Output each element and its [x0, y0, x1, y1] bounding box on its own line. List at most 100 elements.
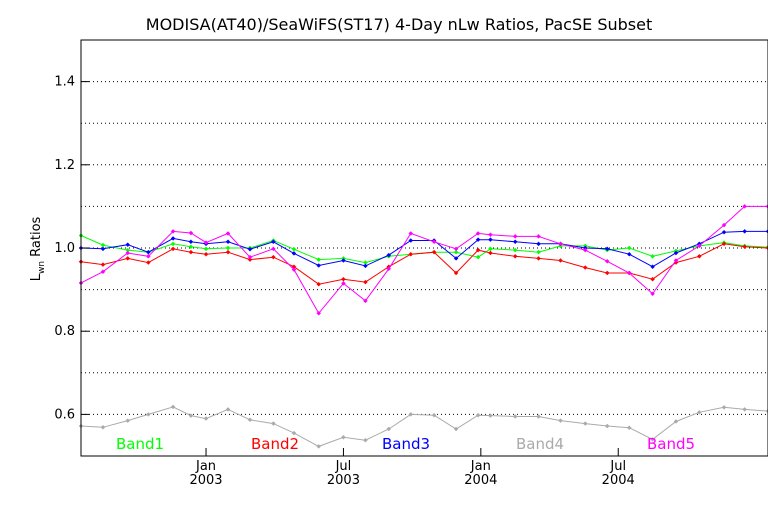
x-tick-label-month: Jul: [609, 459, 626, 474]
data-point: [673, 250, 679, 256]
data-point: [316, 257, 322, 263]
data-point: [225, 407, 231, 412]
data-point: [386, 266, 392, 272]
data-point: [188, 249, 194, 255]
data-point: [431, 239, 437, 245]
data-point: [247, 257, 253, 263]
data-point: [203, 240, 209, 245]
data-point: [363, 279, 368, 285]
data-point: [100, 262, 106, 267]
data-point: [626, 270, 632, 276]
data-point: [742, 407, 747, 412]
data-point: [650, 264, 655, 270]
legend: Band1 Band2 Band3 Band4 Band5: [116, 435, 695, 453]
x-tick-label-year: 2003: [327, 473, 360, 488]
data-point: [650, 291, 655, 297]
data-point: [316, 444, 322, 449]
data-point: [271, 254, 276, 260]
data-point: [650, 437, 655, 442]
data-point: [225, 239, 231, 245]
data-point: [363, 263, 368, 269]
x-tick-label-year: 2004: [602, 473, 635, 488]
data-point: [604, 246, 610, 252]
data-point: [582, 421, 588, 426]
data-point: [203, 251, 209, 257]
data-point: [271, 421, 276, 426]
data-point: [145, 260, 151, 265]
data-point: [247, 417, 253, 423]
chart-title: MODISA(AT40)/SeaWiFS(ST17) 4-Day nLw Rat…: [146, 15, 652, 34]
data-point: [673, 419, 679, 424]
y-tick-label: 1.2: [54, 158, 75, 173]
data-point: [604, 258, 610, 264]
data-point: [650, 276, 655, 282]
data-point: [475, 254, 481, 260]
data-point: [558, 258, 563, 263]
data-point: [582, 247, 588, 253]
y-tick-label: 1.0: [54, 241, 75, 256]
data-point: [188, 239, 194, 245]
data-point: [536, 233, 541, 239]
data-point: [291, 246, 297, 252]
data-point: [536, 256, 541, 261]
data-point: [512, 414, 518, 419]
data-point: [488, 250, 493, 256]
data-point: [696, 253, 702, 259]
data-point: [742, 229, 747, 234]
data-point: [316, 263, 322, 268]
legend-Band1: Band1: [116, 435, 164, 453]
data-point: [271, 246, 276, 252]
data-point: [604, 423, 610, 429]
legend-Band4: Band4: [516, 435, 564, 453]
data-point: [125, 418, 131, 423]
y-tick-label: 1.4: [54, 75, 75, 90]
data-point: [536, 414, 541, 419]
data-point: [170, 241, 176, 247]
y-axis-label-main: L: [29, 273, 44, 281]
data-point: [291, 251, 297, 256]
data-point: [341, 258, 346, 263]
data-point: [475, 231, 481, 236]
data-point: [453, 426, 459, 432]
data-point: [408, 238, 414, 243]
data-point: [408, 412, 414, 417]
data-point: [271, 239, 276, 245]
data-point: [341, 434, 346, 440]
data-point: [363, 298, 368, 304]
data-point: [170, 246, 176, 252]
data-point: [721, 241, 727, 247]
series-Band2: [78, 241, 768, 287]
series-Band3: [78, 229, 768, 270]
legend-Band3: Band3: [382, 435, 430, 453]
data-point: [170, 229, 176, 234]
data-point: [488, 237, 493, 243]
data-point: [170, 404, 176, 410]
data-point: [225, 231, 231, 236]
data-point: [386, 252, 392, 258]
data-point: [742, 244, 747, 250]
data-point: [721, 404, 727, 410]
data-point: [626, 425, 632, 431]
data-point: [721, 229, 727, 235]
data-point: [453, 249, 459, 255]
data-point: [188, 230, 194, 236]
data-point: [188, 413, 194, 419]
x-tick-label-year: 2003: [189, 473, 222, 488]
data-point: [696, 409, 702, 415]
series-line: [80, 406, 768, 447]
data-point: [408, 251, 414, 257]
y-axis-label-rest: Ratios: [29, 216, 44, 261]
data-point: [475, 412, 481, 418]
data-point: [203, 416, 209, 421]
data-point: [721, 222, 727, 228]
series-line: [80, 205, 768, 315]
data-point: [247, 254, 253, 260]
data-point: [626, 251, 632, 257]
data-point: [536, 241, 541, 247]
series-line: [80, 243, 768, 285]
data-point: [488, 413, 493, 419]
data-point: [291, 267, 297, 272]
data-point: [145, 412, 151, 417]
data-point: [100, 246, 106, 252]
series-line: [80, 230, 768, 268]
